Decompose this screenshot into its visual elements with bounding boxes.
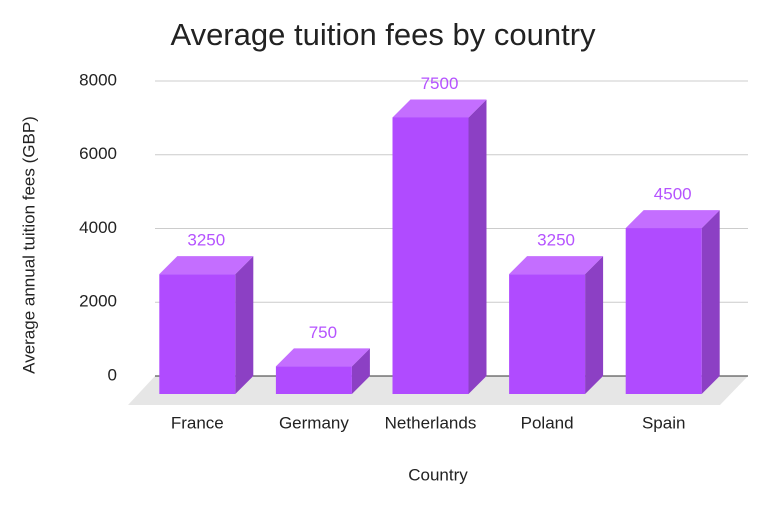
x-tick-label: Spain	[642, 413, 685, 432]
x-tick-label: Germany	[279, 413, 349, 432]
y-tick-label: 0	[108, 365, 117, 384]
bar-top	[625, 210, 720, 229]
bar-side	[235, 256, 254, 394]
x-tick-label: France	[171, 413, 224, 432]
bar-top	[392, 99, 487, 118]
value-label: 3250	[187, 231, 225, 250]
x-tick-label: Poland	[521, 413, 574, 432]
bar-side	[351, 348, 370, 394]
y-tick-label: 6000	[79, 144, 117, 163]
value-label: 4500	[654, 185, 692, 204]
x-tick-label: Netherlands	[385, 413, 477, 432]
value-label: 7500	[421, 74, 459, 93]
x-axis-title: Country	[408, 465, 468, 484]
bar-top	[159, 256, 254, 275]
bar	[392, 117, 469, 394]
bar	[159, 274, 236, 394]
value-label: 750	[309, 323, 337, 342]
bar-side	[468, 99, 487, 394]
bar-side	[585, 256, 604, 394]
y-axis-title: Average annual tuition fees (GBP)	[19, 116, 38, 374]
chart-title: Average tuition fees by country	[170, 17, 596, 52]
y-tick-label: 2000	[79, 292, 117, 311]
y-tick-label: 8000	[79, 70, 117, 89]
bar	[625, 228, 702, 394]
bar-top	[275, 348, 370, 367]
value-label: 3250	[537, 231, 575, 250]
bar-side	[701, 210, 720, 394]
bar-top	[509, 256, 604, 275]
bar	[275, 366, 352, 394]
bar	[509, 274, 586, 394]
y-tick-label: 4000	[79, 218, 117, 237]
